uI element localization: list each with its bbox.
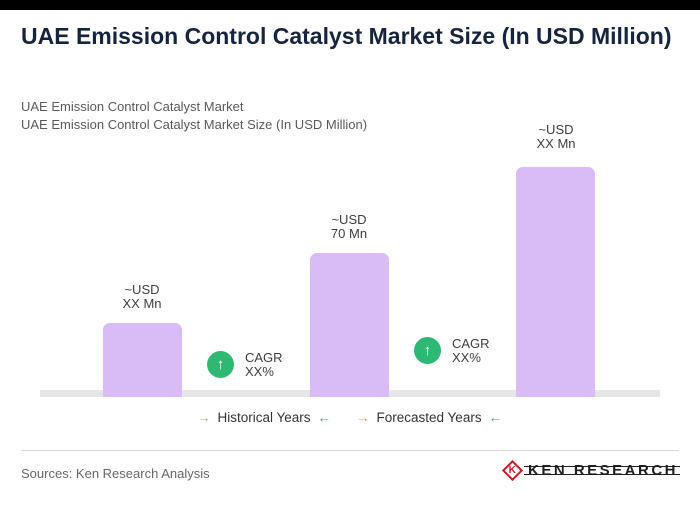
up-arrow-glyph: ↑ bbox=[216, 356, 225, 373]
cagr-line1: CAGR bbox=[452, 336, 490, 351]
cagr-label-2: CAGR XX% bbox=[452, 337, 490, 365]
bar-value-label-2: ~USD 70 Mn bbox=[289, 213, 409, 241]
page-title: UAE Emission Control Catalyst Market Siz… bbox=[21, 23, 672, 49]
arrow-right-icon: → bbox=[356, 410, 370, 425]
bar-historical bbox=[103, 323, 182, 397]
bar-forecast bbox=[516, 167, 595, 397]
bar-value-label-1: ~USD XX Mn bbox=[82, 283, 202, 311]
sources-text: Sources: Ken Research Analysis bbox=[21, 466, 210, 481]
arrow-left-icon: ← bbox=[317, 410, 332, 425]
cagr-line2: XX% bbox=[452, 350, 481, 365]
bar-value-line1: ~USD bbox=[538, 122, 574, 137]
logo-k-glyph: K bbox=[508, 464, 517, 476]
ken-research-logo-text: KEN RESEARCH bbox=[523, 462, 681, 479]
arrow-right-icon: → bbox=[197, 410, 211, 425]
ken-research-logo: K KEN RESEARCH bbox=[501, 459, 681, 482]
period-label-historical: → Historical Years ← bbox=[197, 410, 331, 425]
bar-value-line2: XX Mn bbox=[122, 296, 162, 311]
growth-up-arrow-icon: ↑ bbox=[207, 351, 234, 378]
growth-up-arrow-icon: ↑ bbox=[414, 337, 441, 364]
period-label-text: Historical Years bbox=[217, 410, 311, 425]
bar-value-line2: XX Mn bbox=[536, 136, 576, 151]
arrow-left-icon: ← bbox=[488, 410, 503, 425]
cagr-line1: CAGR bbox=[245, 350, 283, 365]
footer-divider bbox=[21, 450, 679, 451]
bar-value-line2: 70 Mn bbox=[330, 226, 368, 241]
bar-value-line1: ~USD bbox=[124, 282, 160, 297]
up-arrow-glyph: ↑ bbox=[423, 342, 432, 359]
period-label-text: Forecasted Years bbox=[376, 410, 482, 425]
chart-subtitle-2: UAE Emission Control Catalyst Market Siz… bbox=[21, 117, 368, 132]
chart-subtitle-1: UAE Emission Control Catalyst Market bbox=[21, 99, 244, 114]
period-label-forecasted: → Forecasted Years ← bbox=[356, 410, 502, 425]
cagr-label-1: CAGR XX% bbox=[245, 351, 283, 379]
bar-current bbox=[310, 253, 389, 397]
top-black-bar bbox=[0, 0, 700, 10]
cagr-line2: XX% bbox=[245, 364, 274, 379]
bar-value-label-3: ~USD XX Mn bbox=[496, 123, 616, 151]
ken-research-logo-icon: K bbox=[501, 459, 524, 482]
bar-value-line1: ~USD bbox=[331, 212, 367, 227]
